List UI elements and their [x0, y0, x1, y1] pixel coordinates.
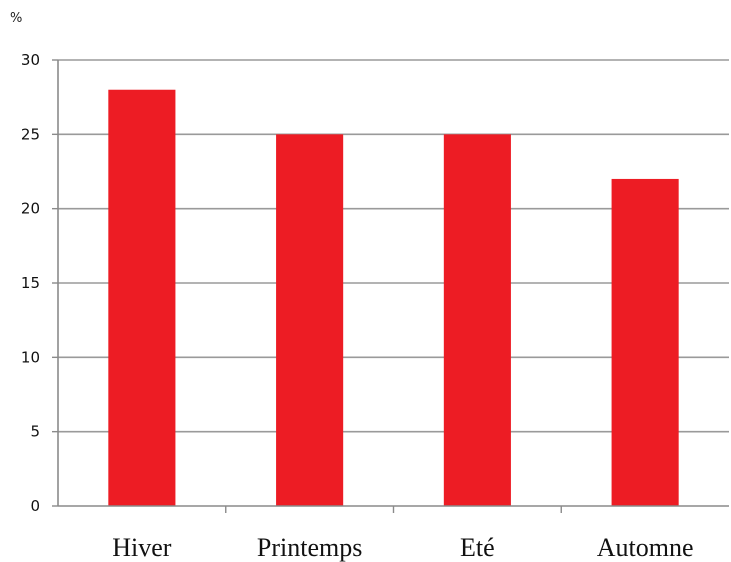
x-tick-label-hiver: Hiver	[112, 533, 172, 562]
axes	[52, 59, 729, 513]
bar-eté	[443, 134, 511, 507]
bar-printemps	[276, 134, 344, 507]
y-tick-label-10: 10	[21, 348, 40, 366]
y-tick-label-30: 30	[21, 51, 40, 69]
bar-hiver	[108, 89, 176, 506]
y-tick-label-20: 20	[21, 200, 40, 218]
bar-automne	[611, 178, 679, 506]
x-tick-label-automne: Automne	[597, 533, 694, 562]
x-tick-label-printemps: Printemps	[257, 533, 362, 562]
y-tick-label-15: 15	[21, 274, 40, 292]
tick-labels: 0 5 10 15 20 25 30 Hiver Printemps Eté Automne	[21, 51, 694, 562]
y-tick-label-0: 0	[30, 497, 40, 515]
y-tick-label-25: 25	[21, 125, 40, 143]
bars	[108, 89, 679, 507]
x-tick-label-eté: Eté	[460, 533, 495, 562]
y-axis-unit-label: %	[10, 11, 22, 26]
y-tick-label-5: 5	[30, 423, 40, 441]
